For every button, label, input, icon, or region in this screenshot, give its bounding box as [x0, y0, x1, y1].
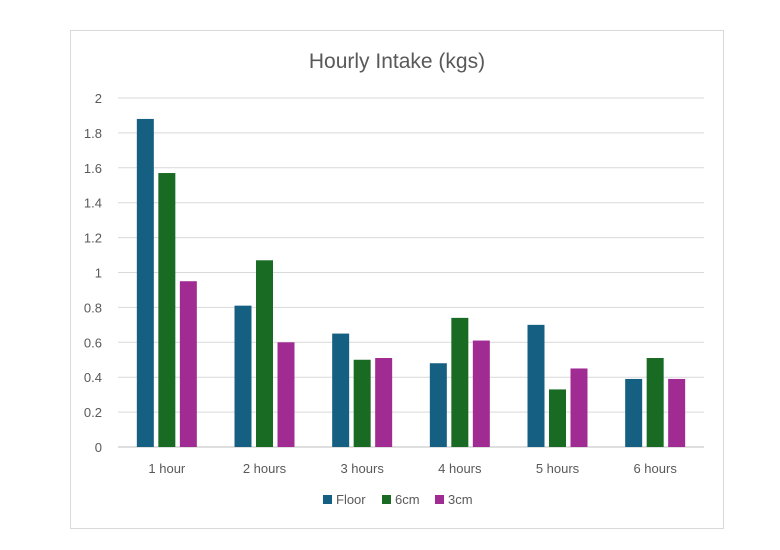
bar-floor-3 — [332, 333, 350, 447]
y-tick-label: 1.6 — [84, 161, 102, 176]
x-tick-label: 2 hours — [243, 461, 287, 476]
y-tick-label: 0.2 — [84, 405, 102, 420]
y-tick-label: 1.2 — [84, 231, 102, 246]
legend-swatch-6cm — [382, 495, 391, 504]
legend-swatch-floor — [323, 495, 332, 504]
bar-3cm-2 — [277, 342, 295, 447]
bar-6cm-1 — [158, 173, 176, 447]
bar-6cm-6 — [646, 358, 664, 447]
y-tick-label: 1 — [95, 266, 102, 281]
legend-label-floor: Floor — [336, 492, 366, 507]
y-tick-label: 2 — [95, 91, 102, 106]
bar-3cm-3 — [375, 358, 393, 447]
chart-frame — [70, 30, 724, 529]
bar-floor-6 — [625, 378, 643, 447]
bar-6cm-4 — [451, 317, 469, 447]
x-tick-label: 1 hour — [148, 461, 186, 476]
bar-3cm-6 — [668, 378, 686, 447]
y-tick-label: 0.8 — [84, 300, 102, 315]
x-tick-label: 4 hours — [438, 461, 482, 476]
bar-floor-2 — [234, 305, 252, 447]
gridlines — [118, 97, 704, 448]
y-tick-label: 0.4 — [84, 370, 102, 385]
legend: Floor 6cm 3cm — [323, 492, 473, 507]
bar-3cm-5 — [570, 368, 588, 447]
bar-6cm-2 — [256, 260, 273, 447]
legend-label-3cm: 3cm — [448, 492, 473, 507]
legend-label-6cm: 6cm — [395, 492, 420, 507]
bar-6cm-3 — [353, 359, 371, 447]
bars — [136, 118, 686, 447]
bar-3cm-4 — [472, 340, 490, 447]
bar-floor-1 — [136, 118, 154, 447]
x-tick-label: 5 hours — [536, 461, 580, 476]
y-tick-label: 0 — [95, 440, 102, 455]
x-axis-ticks: 1 hour 2 hours 3 hours 4 hours 5 hours 6 hour… — [148, 461, 677, 476]
y-axis-ticks: 0 0.2 0.4 0.6 0.8 1 1.2 1.4 1.6 1.8 2 — [84, 91, 102, 455]
legend-swatch-3cm — [435, 495, 444, 504]
chart-title: Hourly Intake (kgs) — [309, 50, 485, 73]
bar-3cm-1 — [179, 281, 197, 447]
y-tick-label: 0.6 — [84, 335, 102, 350]
bar-floor-4 — [429, 363, 447, 447]
bar-6cm-5 — [549, 389, 566, 447]
y-tick-label: 1.8 — [84, 126, 102, 141]
x-tick-label: 6 hours — [633, 461, 677, 476]
x-tick-label: 3 hours — [340, 461, 384, 476]
bar-floor-5 — [527, 324, 545, 447]
y-tick-label: 1.4 — [84, 196, 102, 211]
